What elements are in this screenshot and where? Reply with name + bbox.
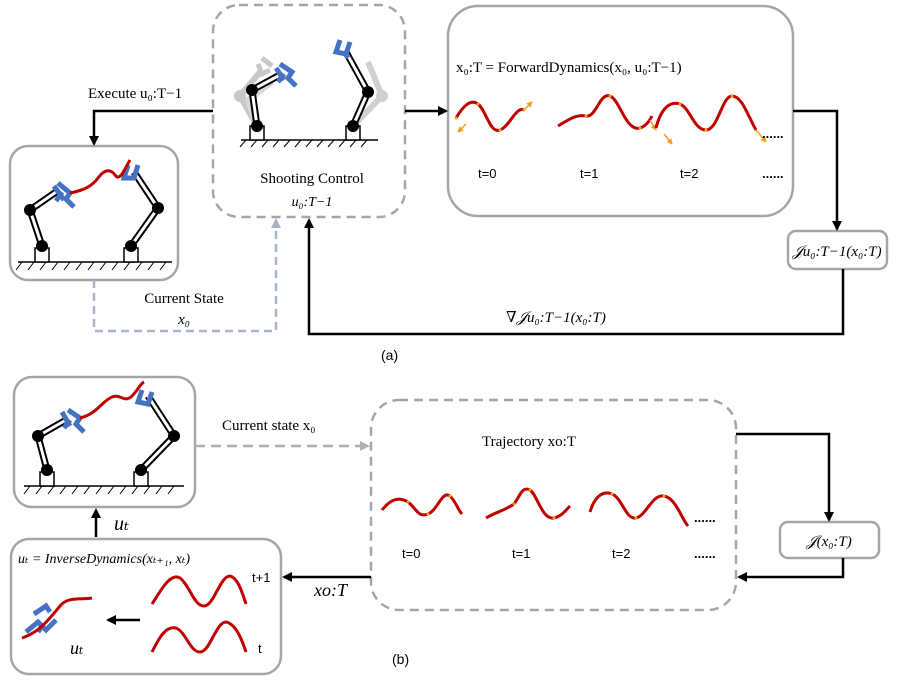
gradient-label: ∇𝒥u₀:T−1(x₀:T) — [506, 310, 606, 326]
traj-arrow-label: xo:T — [313, 580, 349, 600]
execute-label: Execute u₀:T−1 — [88, 86, 182, 102]
arrow-current-state-a — [92, 218, 281, 333]
caption-a: (a) — [381, 347, 398, 363]
robot-scene-box-b — [12, 375, 197, 509]
gripper-icon-b — [21, 596, 93, 640]
next-state-curve — [150, 574, 248, 608]
caption-b: (b) — [392, 651, 409, 667]
inverse-dynamics-equation: uₜ = InverseDynamics(xₜ₊₁, xₜ) — [18, 552, 190, 567]
timestep-label-a-1: t=1 — [580, 166, 598, 181]
row-label-next: t+1 — [252, 570, 270, 585]
trajectory-label: Trajectory xo:T — [482, 434, 576, 450]
ut-small-label: uₜ — [70, 638, 84, 658]
robot-arms-shooting-icon — [234, 39, 388, 148]
arrow-forward-to-cost — [793, 109, 842, 231]
robot-arms-icon-a — [15, 159, 172, 271]
arrow-execute — [89, 109, 213, 146]
shooting-control-title: Shooting Control — [260, 171, 364, 187]
ellipsis-a-bottom: ...... — [762, 166, 784, 181]
panel-b: uₜ = InverseDynamics(xₜ₊₁, xₜ) t+1 t uₜ … — [9, 375, 881, 676]
trajectory-samples-b — [380, 487, 690, 528]
trajectory-samples-a — [454, 94, 767, 145]
trajectory-box — [369, 398, 738, 612]
forward-dynamics-equation: x₀:T = ForwardDynamics(x₀, u₀:T−1) — [456, 60, 682, 76]
timestep-label-b-0: t=0 — [402, 546, 420, 561]
cost-label-b: 𝒥(x₀:T) — [805, 534, 852, 550]
arrow-cost-back — [737, 558, 845, 582]
robot-arms-icon-b — [23, 380, 184, 495]
ellipsis-a-top: ...... — [762, 126, 784, 141]
cost-label-a: 𝒥u₀:T−1(x₀:T) — [791, 244, 881, 260]
current-state-label-b: Current state x₀ — [222, 418, 316, 434]
current-state-var-a: x₀ — [177, 312, 190, 328]
timestep-label-a-2: t=2 — [680, 166, 698, 181]
timestep-label-b-2: t=2 — [612, 546, 630, 561]
shooting-control-var: u₀:T−1 — [292, 195, 333, 210]
row-label-current: t — [258, 641, 262, 656]
current-state-curve — [150, 620, 248, 654]
cost-box-b — [778, 520, 881, 560]
trajectory-curve-a-0 — [454, 100, 525, 132]
ut-label: uₜ — [114, 513, 129, 535]
arrow-gradient-feedback — [304, 218, 845, 336]
timestep-label-b-1: t=1 — [512, 546, 530, 561]
panel-a: Shooting Control u₀:T−1 x₀:T = ForwardDy… — [8, 3, 889, 363]
arrow-trajectory-to-cost — [736, 432, 834, 522]
timestep-label-a-0: t=0 — [478, 166, 496, 181]
ellipsis-b-bottom: ...... — [694, 546, 716, 561]
cost-box-a — [786, 229, 889, 271]
inverse-dynamics-box — [9, 537, 283, 676]
ellipsis-b-top: ...... — [694, 510, 716, 525]
current-state-label-a: Current State — [144, 291, 224, 307]
